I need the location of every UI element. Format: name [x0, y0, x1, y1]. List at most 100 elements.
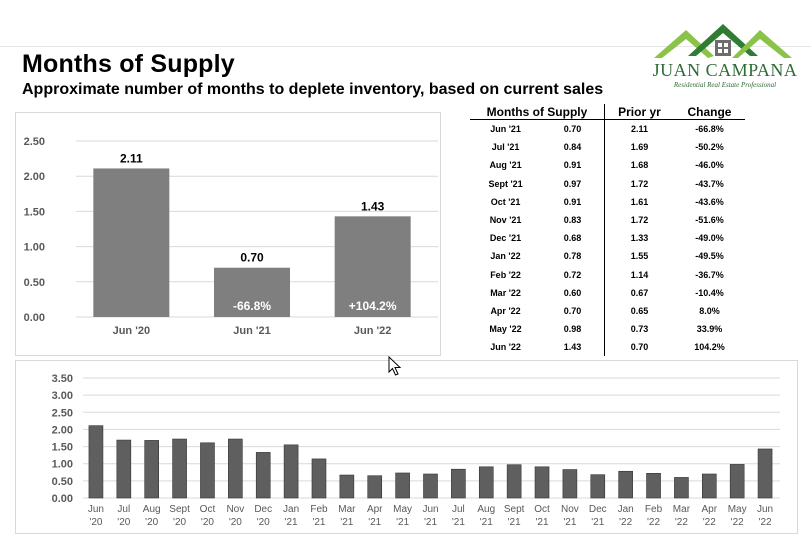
table-cell-change: -10.4% [695, 287, 724, 298]
y-tick-label: 0.50 [24, 277, 45, 289]
table-cell-change: -50.2% [695, 142, 724, 153]
bar [367, 475, 383, 499]
table-cell-month: Jun '22 [490, 342, 521, 353]
table-row: Jun '22 1.43 0.70 104.2% [470, 338, 745, 357]
x-tick-label: '21 [424, 517, 437, 528]
x-tick-label: Feb [645, 504, 663, 515]
x-tick-label: Dec [254, 504, 272, 515]
table-cell-months-of-supply: 0.91 [563, 196, 582, 207]
x-tick-label: Nov [226, 504, 244, 515]
table-cell-month: Sept '21 [488, 178, 523, 189]
bar [144, 440, 159, 499]
table-cell-months-of-supply: 0.60 [563, 287, 582, 298]
table-cell-month: Dec '21 [489, 233, 522, 244]
x-tick-label: May [393, 504, 412, 515]
table-cell-months-of-supply: 0.97 [563, 178, 582, 189]
table-row: Jun '21 0.70 2.11 -66.8% [470, 119, 745, 139]
bar [423, 473, 438, 499]
logo-mark [654, 24, 792, 58]
table-row: May '22 0.98 0.73 33.9% [470, 320, 745, 339]
x-tick-label: '21 [535, 517, 548, 528]
x-tick-label: '20 [257, 517, 270, 528]
change-label: -66.8% [233, 299, 271, 313]
table-cell-months-of-supply: 0.70 [563, 305, 582, 316]
x-tick-label: '21 [508, 517, 521, 528]
x-tick-label: Oct [534, 504, 550, 515]
table-row: Jan '22 0.78 1.55 -49.5% [470, 247, 745, 266]
table-row: Sept '21 0.97 1.72 -43.7% [470, 174, 745, 193]
bar [116, 439, 132, 499]
logo-roof-center [688, 24, 758, 56]
x-tick-label: May [728, 504, 747, 515]
monthly-chart-panel: 0.00 0.50 1.00 1.50 2.00 2.50 3.00 3.50 Jun '20 Ju… [15, 360, 798, 534]
table-cell-prior-yr: 0.70 [603, 338, 674, 357]
table-cell-months-of-supply: 0.91 [563, 160, 582, 171]
table-cell-month: Mar '22 [490, 287, 521, 298]
x-tick-label: '21 [591, 517, 604, 528]
x-tick-label: Feb [310, 504, 328, 515]
y-tick-label: 1.50 [24, 206, 45, 218]
table-header-change: Change [673, 104, 745, 120]
bar [228, 438, 243, 499]
table-cell-prior-yr: 1.72 [603, 174, 674, 193]
bar [562, 469, 578, 499]
y-tick-label: 0.50 [52, 476, 73, 488]
mouse-cursor-icon [388, 356, 402, 376]
bar [334, 216, 411, 317]
table-cell-change: -66.8% [695, 124, 724, 135]
x-tick-label: '21 [285, 517, 298, 528]
table-cell-prior-yr: 0.65 [603, 301, 674, 321]
bar [674, 477, 689, 499]
logo-roof-right [732, 30, 792, 58]
logo-house-body [715, 40, 731, 56]
table-cell-prior-yr: 1.33 [603, 229, 674, 248]
x-tick-label: Aug [143, 504, 161, 515]
x-tick-label: Oct [200, 504, 216, 515]
table-cell-month: Aug '21 [489, 160, 522, 171]
table-header-row: Months of Supply Prior yr Change [470, 104, 745, 120]
table-cell-prior-yr: 1.55 [603, 247, 674, 266]
table-cell-months-of-supply: 0.83 [563, 215, 582, 226]
table-cell-months-of-supply: 0.98 [563, 324, 582, 335]
x-tick-label: Jun '22 [354, 325, 391, 337]
x-tick-label: '21 [312, 517, 325, 528]
table-cell-months-of-supply: 0.78 [563, 251, 582, 262]
y-tick-label: 0.00 [52, 493, 73, 505]
x-tick-label: Jun [88, 504, 104, 515]
bar [214, 267, 290, 317]
bar [646, 473, 661, 499]
bar [478, 466, 494, 499]
x-tick-label: '21 [563, 517, 576, 528]
y-tick-label: 2.50 [52, 407, 73, 419]
table-cell-month: Oct '21 [490, 196, 521, 207]
page-subtitle: Approximate number of months to deplete … [22, 81, 604, 98]
table-cell-prior-yr: 1.69 [603, 138, 674, 157]
data-label: 2.11 [120, 151, 143, 165]
y-tick-label: 2.50 [24, 136, 45, 148]
x-tick-label: '22 [675, 517, 688, 528]
logo-tagline: Residential Real Estate Professional [673, 81, 777, 89]
x-tick-label: Jul [452, 504, 465, 515]
x-tick-label: '21 [452, 517, 465, 528]
bar [93, 168, 170, 317]
table-row: Dec '21 0.68 1.33 -49.0% [470, 229, 745, 248]
x-tick-label: '22 [759, 517, 772, 528]
bar [590, 474, 606, 499]
logo-house-window-1 [718, 43, 722, 47]
change-label: +104.2% [349, 299, 397, 313]
table-cell-change: -49.0% [695, 233, 724, 244]
y-tick-label: 3.00 [52, 390, 73, 402]
x-tick-label: '22 [619, 517, 632, 528]
yearly-chart-panel: 0.00 0.50 1.00 1.50 2.00 2.50 2.11 Jun '20 0.70 -… [15, 112, 441, 356]
table-cell-prior-yr: 1.68 [603, 156, 674, 175]
table-row: Feb '22 0.72 1.14 -36.7% [470, 265, 745, 284]
table-cell-month: May '22 [489, 324, 522, 335]
bar [451, 468, 466, 499]
bar [701, 473, 717, 499]
table-cell-prior-yr: 1.72 [603, 210, 674, 230]
table-cell-month: Nov '21 [489, 215, 522, 226]
bar [283, 444, 299, 499]
x-tick-label: Jun '21 [233, 325, 270, 337]
page-title: Months of Supply [22, 50, 235, 78]
x-tick-label: '20 [173, 517, 186, 528]
